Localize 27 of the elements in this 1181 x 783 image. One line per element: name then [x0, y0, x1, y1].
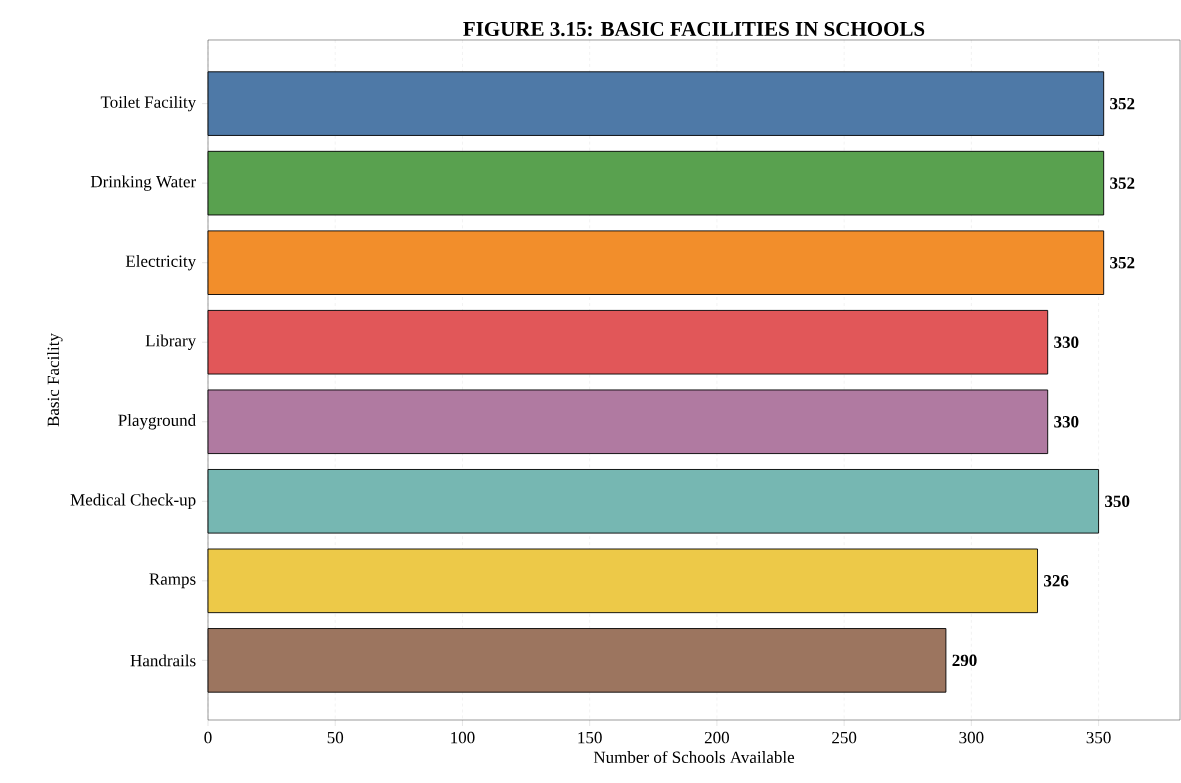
y-tick-label: Toilet Facility: [100, 95, 197, 112]
x-tick-label: 50: [327, 731, 344, 744]
y-axis-title: Basic Facility: [47, 333, 63, 427]
data-label: 352: [1110, 97, 1135, 110]
x-tick-label: 350: [1086, 731, 1111, 744]
y-tick-label: Playground: [118, 414, 196, 430]
data-label: 330: [1054, 336, 1079, 348]
chart-title: FIGURE 3.15: BASIC FACILITIES IN SCHOOLS: [463, 21, 925, 37]
data-label: 352: [1110, 256, 1135, 269]
data-label: 352: [1110, 177, 1135, 189]
data-label: 350: [1105, 495, 1130, 508]
y-tick-label: Handrails: [130, 654, 196, 667]
y-tick-label: Electricity: [125, 254, 197, 271]
y-tick-label: Ramps: [149, 573, 196, 589]
x-tick-label: 150: [578, 731, 602, 744]
data-label: 326: [1044, 575, 1069, 587]
y-tick-label: Library: [145, 334, 197, 350]
data-label: 290: [952, 654, 977, 667]
x-tick-label: 0: [204, 731, 212, 744]
x-tick-label: 300: [959, 731, 984, 744]
data-label: 330: [1054, 416, 1079, 428]
y-tick-label: Drinking Water: [90, 175, 196, 191]
y-tick-label: Medical Check-up: [70, 493, 196, 509]
x-axis-title: Number of Schools Available: [593, 750, 795, 764]
x-tick-label: 100: [451, 731, 475, 744]
x-tick-label: 250: [832, 731, 857, 744]
x-tick-label: 200: [704, 731, 730, 744]
